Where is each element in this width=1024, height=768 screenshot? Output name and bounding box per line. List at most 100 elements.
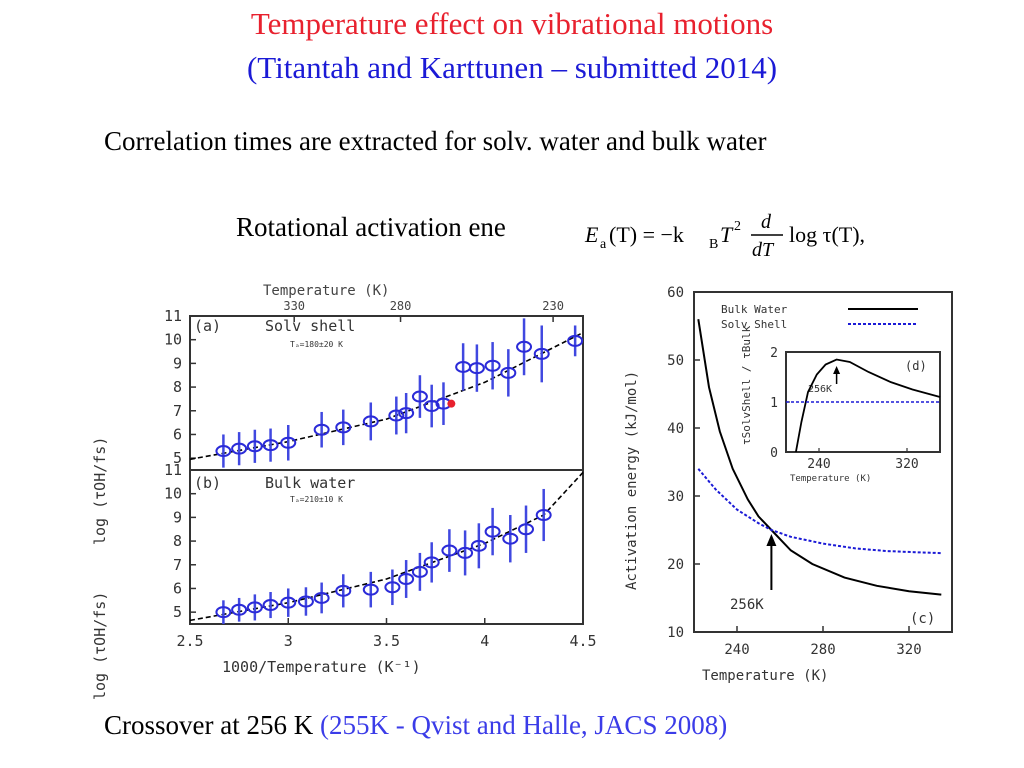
panel-d-xtick-label: 240 [807, 457, 830, 472]
panel-a-ytick-label: 8 [173, 378, 182, 396]
panel-d-series-ratio [795, 358, 941, 453]
formula-frac-num: d [761, 211, 772, 233]
panel-d-inset: (d) 256K Temperature (K) τSolvShell / τB… [740, 325, 941, 484]
panel-a-ytick-label: 7 [173, 402, 182, 420]
panel-d-xlabel: Temperature (K) [790, 474, 871, 484]
panel-b-data-point [518, 523, 535, 536]
panel-b-data-point [484, 525, 501, 538]
bottom-note: Crossover at 256 K (255K - Qvist and Hal… [104, 710, 727, 741]
panel-b-xtick-label: 2.5 [176, 632, 203, 650]
panel-a-annotation: Tₐ=180±20 K [290, 340, 343, 349]
panel-b-xlabel: 1000/Temperature (K⁻¹) [222, 658, 421, 676]
panel-b-annotation: Tₐ=210±10 K [290, 495, 343, 504]
panel-b-data-point [535, 509, 552, 522]
panel-a-data-point [484, 359, 501, 372]
panel-c-arrowhead [766, 534, 777, 546]
panel-b-data-point [457, 546, 474, 559]
panel-a-data-point [468, 362, 485, 375]
panel-a-data-point [567, 334, 584, 347]
panel-a-ytick-label: 11 [164, 307, 182, 325]
panel-b-data-point [423, 556, 440, 569]
panel-b-tag: (b) [194, 474, 221, 492]
panel-a-data-point [313, 423, 330, 436]
panel-b-data-point [398, 572, 415, 585]
panel-b-data-point [231, 603, 248, 616]
panel-b-data-point [384, 581, 401, 594]
panel-b-data-point [280, 596, 297, 609]
panel-a-data-point [335, 421, 352, 434]
panel-a-highlight-point [447, 399, 456, 408]
panel-b-data-point [441, 544, 458, 557]
panel-b-xtick-label: 4.5 [569, 632, 596, 650]
panel-b-ylabel: log (τOH/fs) [91, 592, 109, 700]
panel-a-data-point [516, 340, 533, 353]
formula-frac-den: dT [752, 239, 775, 260]
panel-d-ytick-label: 2 [770, 346, 778, 361]
panel-a-top-tick-label: 330 [283, 299, 305, 313]
formula-kb-sub: B [709, 237, 718, 252]
formula-lhs-arg: (T) = −k [609, 222, 684, 247]
panel-c-series-solv-shell [697, 468, 942, 555]
panel-b-xtick-label: 4 [480, 632, 489, 650]
panel-b-data-point [215, 606, 232, 619]
panel-a-data-point [280, 436, 297, 449]
panel-b: (b) Bulk water Tₐ=210±10 K 1000/Temperat… [164, 461, 597, 676]
panel-b-data-point [411, 565, 428, 578]
panel-c-ylabel: Activation energy (kJ/mol) [624, 371, 640, 590]
panel-c-ytick-label: 50 [667, 353, 684, 369]
panel-a-data-point [533, 347, 550, 360]
panel-a-ytick-label: 5 [173, 449, 182, 467]
panel-b-ytick-label: 10 [164, 485, 182, 503]
panel-a-ytick-label: 9 [173, 354, 182, 372]
panel-a-data-point [388, 409, 405, 422]
panel-d-arrowhead [833, 366, 841, 374]
panel-b-data-point [313, 591, 330, 604]
formula-sup: 2 [734, 219, 741, 234]
formula-rhs: log τ(T), [789, 222, 865, 247]
panel-d-tag: (d) [905, 359, 927, 373]
panel-b-ytick-label: 6 [173, 579, 182, 597]
panel-a-data-point [411, 390, 428, 403]
panel-b-data-point [470, 539, 487, 552]
panel-c-xtick-label: 280 [810, 642, 835, 658]
panel-c-annotation: 256K [730, 597, 764, 613]
panel-c-xlabel: Temperature (K) [702, 668, 828, 684]
panel-b-data-point [335, 584, 352, 597]
panel-a-data-point [231, 442, 248, 455]
panel-a-data-point [423, 400, 440, 413]
panel-b-xtick-label: 3.5 [373, 632, 400, 650]
panel-a-ylabel: log (τOH/fs) [91, 437, 109, 545]
panel-b-ytick-label: 9 [173, 508, 182, 526]
panel-c-tag: (c) [910, 611, 935, 627]
panel-b-xtick-label: 3 [284, 632, 293, 650]
panel-d-annotation: 256K [808, 384, 832, 395]
panel-c: Activation energy (kJ/mol) Temperature (… [624, 285, 953, 684]
panel-a-data-point [246, 440, 263, 453]
formula-lhs-sub: a [600, 237, 607, 252]
formula-lhs: E [584, 222, 599, 247]
panel-b-ytick-label: 8 [173, 532, 182, 550]
panel-a-ytick-label: 10 [164, 331, 182, 349]
panel-d-ylabel: τSolvShell / τBulk [740, 325, 753, 445]
panel-b-fit-line [189, 471, 584, 622]
panel-b-data-point [362, 583, 379, 596]
panel-c-ytick-label: 30 [667, 489, 684, 505]
bottom-ref: (255K - Qvist and Halle, JACS 2008) [319, 710, 728, 740]
panel-b-ytick-label: 11 [164, 461, 182, 479]
panel-a-data-point [398, 407, 415, 420]
panel-c-ytick-label: 60 [667, 285, 684, 301]
panel-a-ytick-label: 6 [173, 425, 182, 443]
panel-a: Temperature (K) (a) Solv shell Tₐ=180±20… [164, 283, 584, 471]
panel-b-frame [189, 469, 584, 625]
panel-a-top-tick-label: 280 [390, 299, 412, 313]
panel-a-data-point [500, 366, 517, 379]
slide-subtitle: (Titantah and Karttunen – submitted 2014… [246, 50, 778, 85]
panel-b-ytick-label: 7 [173, 556, 182, 574]
legend-solv-shell: Solv Shell [721, 318, 787, 331]
panel-d-xtick-label: 320 [895, 457, 918, 472]
panel-c-ytick-label: 20 [667, 557, 684, 573]
activation-energy-formula: E a (T) = −k B T 2 d dT log τ(T), [583, 206, 893, 260]
panel-b-title: Bulk water [265, 474, 355, 492]
panel-b-data-point [502, 532, 519, 545]
